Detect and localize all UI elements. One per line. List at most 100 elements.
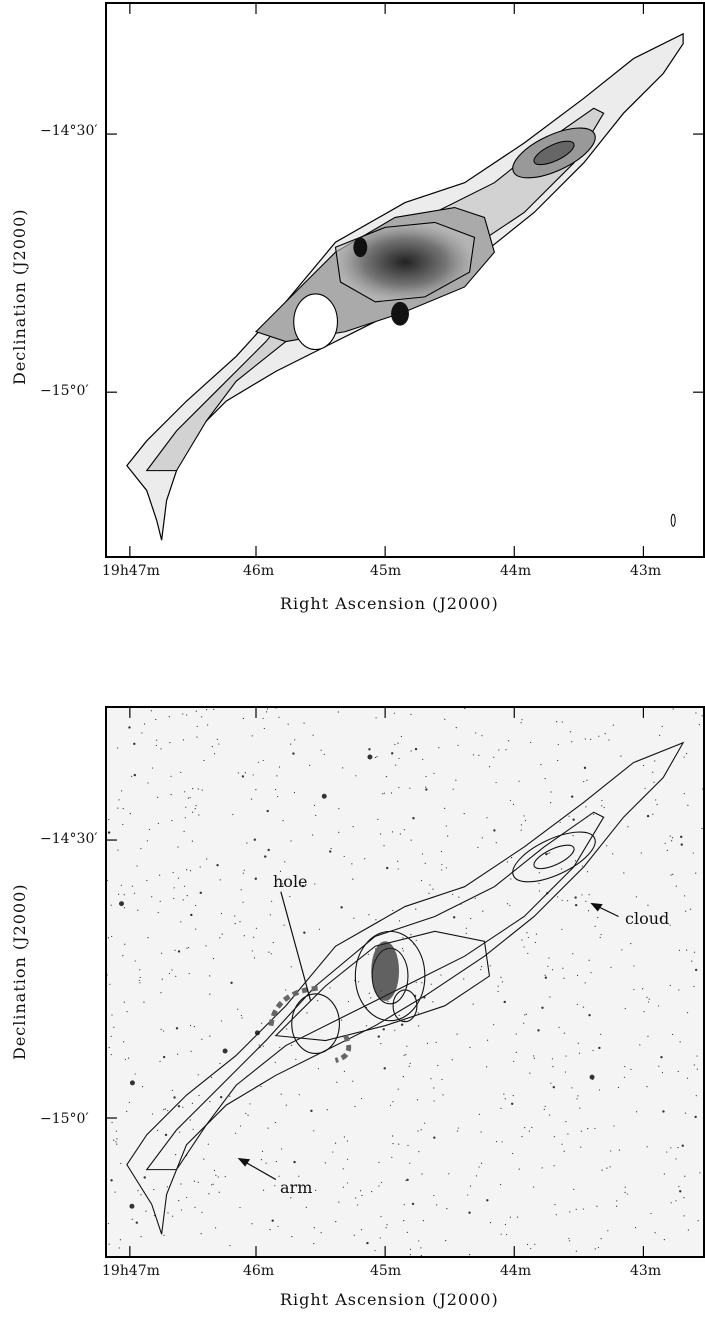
star [398, 920, 401, 922]
star [534, 941, 536, 944]
star [577, 1095, 579, 1097]
star [401, 947, 404, 950]
star [219, 1095, 223, 1099]
star [556, 896, 559, 898]
star [504, 1223, 507, 1226]
star [693, 1064, 695, 1066]
star [271, 1219, 274, 1222]
star [157, 911, 159, 914]
star [486, 1039, 489, 1041]
star [370, 997, 372, 999]
star [151, 767, 153, 769]
star [216, 863, 219, 867]
star [587, 1128, 589, 1130]
star [110, 1053, 112, 1056]
star [600, 933, 602, 936]
star [357, 1204, 359, 1206]
star [183, 830, 185, 832]
star [598, 735, 600, 737]
star [195, 904, 197, 907]
star [436, 1204, 438, 1206]
star [281, 1148, 283, 1150]
star [646, 1086, 648, 1088]
star [160, 1028, 162, 1030]
star [277, 795, 279, 798]
star [463, 978, 465, 980]
star [107, 974, 108, 976]
star [594, 1248, 596, 1250]
star [177, 846, 179, 848]
star [115, 1130, 118, 1132]
star [495, 842, 497, 844]
star [318, 928, 321, 930]
star [403, 1054, 405, 1056]
star [579, 1107, 581, 1109]
star [410, 713, 412, 715]
star [545, 852, 548, 856]
star [123, 1001, 125, 1003]
star [329, 987, 331, 989]
star [189, 796, 191, 799]
star [533, 1055, 535, 1057]
star [107, 879, 108, 882]
star [391, 831, 394, 833]
star [186, 869, 188, 871]
star [241, 775, 245, 778]
star [340, 906, 343, 909]
star [230, 981, 233, 984]
star [208, 1193, 210, 1195]
star [352, 826, 354, 828]
star [684, 1175, 686, 1177]
star [551, 969, 554, 971]
star [150, 710, 152, 712]
star [313, 804, 316, 806]
star [475, 1175, 478, 1177]
star [603, 806, 605, 809]
star [346, 1158, 349, 1160]
star [425, 788, 428, 791]
star [421, 982, 423, 984]
star [261, 1022, 263, 1024]
star [151, 1113, 154, 1115]
star [353, 917, 355, 919]
hi-contour-map [107, 4, 703, 556]
star [684, 1112, 687, 1114]
star [199, 866, 201, 868]
star [440, 974, 442, 976]
star [210, 1076, 213, 1078]
star [293, 791, 296, 794]
star [252, 774, 254, 776]
star [686, 1077, 689, 1079]
star [242, 872, 244, 874]
star [171, 1215, 174, 1217]
star [534, 1243, 536, 1245]
star [197, 1074, 199, 1076]
star [135, 1221, 138, 1224]
star [180, 1183, 182, 1185]
star [143, 1176, 146, 1179]
star [173, 1096, 176, 1099]
star [389, 1104, 392, 1106]
star [313, 1242, 315, 1245]
star [378, 1161, 380, 1163]
star [495, 781, 497, 784]
star [538, 882, 540, 884]
star [518, 1168, 520, 1170]
star [438, 747, 440, 749]
star [138, 979, 140, 982]
star [393, 712, 395, 714]
star [691, 960, 693, 962]
star [684, 895, 686, 897]
star [376, 756, 378, 758]
star [182, 899, 184, 901]
star [279, 870, 282, 873]
star [672, 708, 674, 710]
star [523, 1022, 525, 1024]
star [516, 1216, 519, 1218]
star [525, 1013, 527, 1015]
star [608, 739, 610, 741]
star [561, 721, 563, 723]
star [111, 1014, 113, 1016]
star [469, 1185, 472, 1187]
star [606, 845, 608, 847]
